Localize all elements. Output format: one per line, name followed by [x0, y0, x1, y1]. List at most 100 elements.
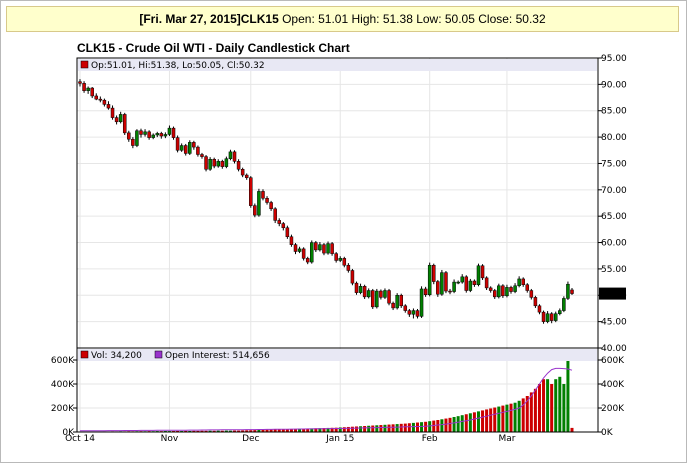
candle-body [497, 285, 501, 298]
last-price-label: 50.32 [601, 290, 627, 300]
volume-bar [517, 400, 521, 432]
volume-bar [501, 405, 505, 432]
volume-bar [220, 430, 224, 432]
volume-legend-text: Vol: 34,200 [91, 351, 142, 361]
candle-body [399, 295, 403, 307]
x-axis-label: Feb [422, 434, 438, 444]
volume-bar [326, 427, 330, 432]
candle-body [541, 311, 546, 322]
candle-body [208, 158, 212, 170]
candle-body [549, 313, 554, 321]
candle-body [314, 242, 318, 251]
volume-bar [310, 428, 314, 432]
candle-body [476, 265, 481, 285]
volume-bar [428, 421, 432, 432]
candle-body [415, 310, 420, 317]
candle-body [460, 276, 464, 283]
candle-body [285, 227, 290, 237]
volume-bar [529, 392, 533, 432]
candle-body [147, 131, 151, 138]
x-axis-label: Mar [498, 434, 515, 444]
volume-bar [525, 396, 529, 432]
candle-body [452, 281, 456, 292]
candle-body [334, 253, 338, 261]
price-legend-strip [78, 59, 597, 71]
candle-body [273, 208, 277, 221]
volume-bar [411, 422, 415, 432]
volume-bar [216, 430, 220, 432]
candle-body [224, 158, 229, 167]
volume-bar [509, 403, 513, 432]
volume-bar [456, 416, 460, 432]
candle-body [407, 310, 412, 315]
candle-body [484, 277, 489, 289]
candle-body [330, 243, 334, 254]
volume-bar [452, 417, 456, 432]
volume-right-label: 0K [601, 428, 614, 438]
volume-bar [505, 404, 509, 432]
candle-body [322, 244, 326, 254]
candle-body [114, 117, 119, 123]
volume-bar [391, 424, 395, 432]
volume-bar [249, 430, 253, 432]
volume-bar [273, 429, 277, 432]
candle-body [249, 177, 253, 206]
candle-body [131, 138, 135, 146]
volume-bar [318, 428, 322, 432]
price-axis-label: 65.00 [601, 212, 627, 222]
candle-body [395, 295, 399, 309]
volume-bar [566, 360, 570, 432]
candle-body [155, 133, 160, 136]
candle-body [204, 156, 208, 170]
volume-bar [379, 425, 383, 432]
volume-bar [281, 429, 285, 432]
volume-legend-swatch [80, 350, 89, 359]
volume-bar [265, 429, 269, 432]
price-axis-label: 75.00 [601, 159, 627, 169]
volume-bar [546, 379, 550, 432]
x-axis-label: Jan 15 [325, 434, 354, 444]
volume-panel-border [76, 347, 599, 433]
price-axis-label: 80.00 [601, 133, 627, 143]
volume-bar [224, 430, 228, 432]
volume-bar [444, 418, 448, 432]
quote-date: [Fri. Mar 27, 2015] [139, 12, 241, 26]
candle-body [94, 95, 99, 100]
candle-body [375, 290, 379, 308]
candle-body [383, 290, 387, 298]
volume-left-label: 200K [51, 404, 75, 414]
volume-bar [298, 428, 302, 432]
volume-bar [468, 413, 472, 432]
volume-bar [233, 430, 237, 432]
volume-bar [257, 429, 261, 432]
candle-body [468, 280, 473, 291]
volume-bar [241, 430, 245, 432]
candle-body [472, 280, 477, 285]
x-axis-label: Dec [242, 434, 259, 444]
candle-body [110, 107, 115, 118]
candle-body [139, 130, 143, 135]
volume-bar [375, 425, 379, 432]
volume-bar [302, 428, 306, 432]
open-interest-legend-swatch [154, 350, 163, 359]
candle-body [196, 146, 200, 155]
candle-body [391, 302, 395, 309]
candle-body [297, 248, 302, 252]
x-axis-label: Oct 14 [65, 434, 95, 444]
volume-bar [294, 428, 298, 432]
volume-bar [228, 430, 232, 432]
volume-bar [460, 415, 464, 432]
candle-body [102, 99, 107, 105]
candle-body [78, 81, 82, 84]
candle-body [240, 169, 245, 176]
candle-body [517, 278, 521, 287]
candle-body [301, 248, 306, 259]
price-legend-swatch [80, 60, 89, 69]
candle-body [509, 287, 513, 292]
price-axis-label: 40.00 [601, 344, 627, 354]
volume-bar [367, 425, 371, 432]
candle-body [135, 130, 139, 146]
volume-bar [277, 429, 281, 432]
volume-bar [476, 411, 480, 432]
candle-body [159, 133, 164, 137]
